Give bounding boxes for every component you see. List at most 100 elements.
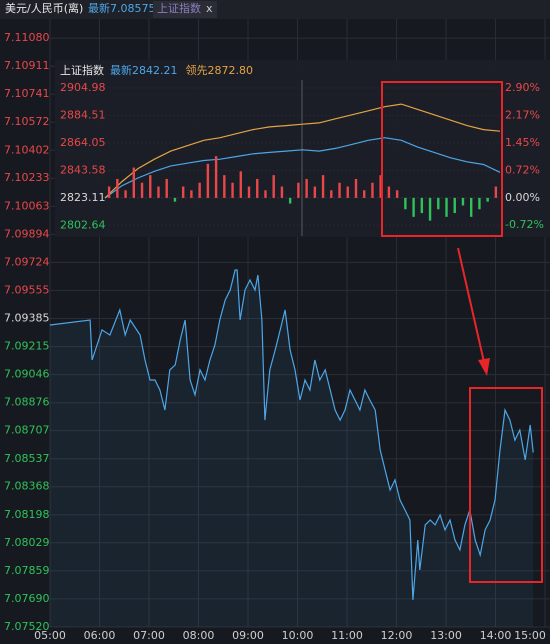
annotations (381, 81, 543, 583)
x-tick-label: 08:00 (183, 629, 215, 642)
y-tick-label: 7.10233 (4, 171, 50, 184)
tab-overlay[interactable]: 上证指数 (157, 1, 201, 15)
bar (206, 163, 210, 198)
bar (107, 186, 111, 198)
bar (190, 190, 193, 198)
line (104, 103, 501, 199)
bar (494, 186, 498, 198)
bar (157, 186, 160, 198)
tab-box[interactable] (153, 1, 217, 18)
bar (461, 197, 465, 206)
x-tick-label: 07:00 (133, 629, 165, 642)
line (49, 269, 534, 600)
bar (116, 178, 119, 198)
x-tick-label: 09:00 (232, 629, 264, 642)
bar (198, 182, 201, 198)
x-tick-label: 11:00 (331, 629, 363, 642)
bar (140, 182, 144, 198)
y-tick-label: 7.09046 (4, 368, 50, 381)
y2-tick-label: -0.72% (505, 218, 544, 231)
bar (313, 186, 317, 198)
tab-title[interactable]: 美元/人民币(离) (5, 1, 83, 15)
y-tick-label: 2843.58 (60, 163, 106, 176)
area (50, 270, 534, 627)
y2-tick-label: 2.17% (505, 109, 540, 122)
x-tick-label: 13:00 (430, 629, 462, 642)
x-tick-label: 15:00 (514, 629, 546, 642)
bar (437, 197, 440, 210)
tab-latest: 最新7.08575 (88, 1, 156, 15)
bar (395, 190, 399, 198)
bar (338, 182, 341, 198)
bar (181, 186, 185, 198)
y-tick-label: 7.10063 (4, 199, 50, 212)
y-tick-label: 7.07690 (4, 592, 50, 605)
bar (272, 175, 275, 198)
bar (363, 190, 366, 198)
y2-tick-label: 1.45% (505, 136, 540, 149)
x-tick-label: 12:00 (381, 629, 413, 642)
bar (305, 178, 308, 198)
bar (256, 178, 259, 198)
y-tick-label: 2904.98 (60, 81, 106, 94)
tab-bar (0, 0, 550, 19)
inset-title: 上证指数 (60, 63, 104, 77)
y-tick-label: 2884.51 (60, 108, 106, 121)
y2-tick-label: 0.00% (505, 191, 540, 204)
bar (223, 175, 226, 198)
y-tick-label: 2864.05 (60, 136, 106, 149)
y2-tick-label: 2.90% (505, 81, 540, 94)
x-tick-label: 05:00 (34, 629, 66, 642)
bar (420, 197, 424, 214)
bar (478, 197, 481, 210)
bar (132, 167, 136, 198)
y-tick-label: 7.10402 (4, 143, 50, 156)
legend-entry: 领先2872.80 (186, 64, 254, 77)
bar (469, 197, 473, 217)
y-tick-label: 7.07859 (4, 564, 50, 577)
y-tick-label: 7.10911 (4, 59, 50, 72)
y-tick-label: 7.08198 (4, 508, 50, 521)
y-tick-label: 7.10572 (4, 115, 50, 128)
bar (124, 190, 127, 198)
bar (486, 197, 489, 202)
y-tick-label: 7.08029 (4, 536, 50, 549)
bar (453, 197, 456, 214)
y-tick-label: 7.09215 (4, 340, 50, 353)
bar (330, 190, 333, 198)
bar (280, 186, 284, 198)
bar (371, 182, 374, 198)
y-tick-label: 2823.11 (60, 191, 106, 204)
bar (404, 197, 407, 210)
bar (214, 156, 218, 198)
y-tick-label: 7.08876 (4, 396, 50, 409)
x-tick-label: 14:00 (480, 629, 512, 642)
y-tick-label: 2802.64 (60, 218, 106, 231)
bar (247, 186, 251, 198)
line (104, 137, 501, 199)
bar (387, 186, 391, 198)
y-tick-label: 7.10741 (4, 87, 50, 100)
bar (149, 175, 152, 198)
y-tick-label: 7.08537 (4, 452, 50, 465)
bar (354, 178, 358, 198)
y-tick-label: 7.08707 (4, 424, 50, 437)
y-tick-label: 7.09385 (4, 312, 50, 325)
bar (173, 197, 177, 202)
highlight-box (469, 387, 543, 583)
y-tick-label: 7.11080 (4, 31, 50, 44)
bar (288, 197, 292, 204)
bar (346, 186, 349, 198)
bar (297, 182, 300, 198)
x-tick-label: 10:00 (282, 629, 314, 642)
y-tick-label: 7.09894 (4, 227, 50, 240)
bar (445, 197, 448, 217)
y-tick-label: 7.07520 (4, 620, 50, 633)
tab-close[interactable]: x (206, 2, 213, 15)
bar (231, 182, 234, 198)
bar (165, 178, 168, 198)
arrow-line (457, 247, 485, 363)
y-tick-label: 7.09724 (4, 255, 50, 268)
